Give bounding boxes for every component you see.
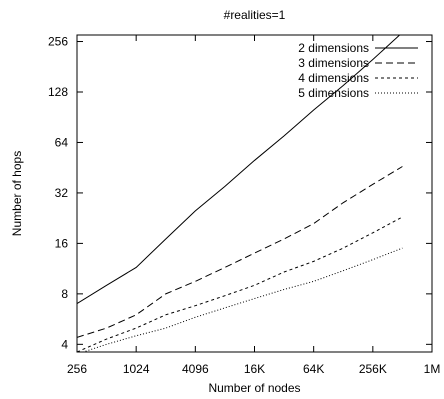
x-tick-label: 256 — [67, 362, 87, 376]
x-tick-label: 4096 — [182, 362, 209, 376]
series-line-4d — [77, 216, 403, 352]
x-tick-label: 64K — [303, 362, 324, 376]
x-tick-label: 1M — [424, 362, 441, 376]
x-tick-label: 1024 — [123, 362, 150, 376]
series-line-5d — [81, 247, 403, 352]
x-axis-title: Number of nodes — [208, 381, 300, 395]
legend-label: 2 dimensions — [298, 41, 369, 55]
y-tick-label: 4 — [61, 337, 68, 351]
series-layer — [77, 35, 403, 352]
series-line-2d — [77, 35, 401, 305]
legend-label: 3 dimensions — [298, 56, 369, 70]
axis-ticks: 256 1024 4096 16K 64K 256K 1M 4 8 16 32 64 128 256 — [48, 35, 440, 376]
y-tick-label: 16 — [55, 236, 69, 250]
plot-frame — [76, 34, 433, 353]
y-tick-label: 64 — [55, 135, 69, 149]
x-tick-label: 16K — [244, 362, 265, 376]
chart-title: #realities=1 — [224, 8, 286, 22]
y-tick-label: 32 — [55, 186, 69, 200]
series-line-3d — [77, 166, 403, 338]
y-tick-label: 256 — [48, 35, 68, 49]
y-tick-label: 128 — [48, 85, 68, 99]
y-tick-label: 8 — [61, 287, 68, 301]
legend-label: 5 dimensions — [298, 86, 369, 100]
x-tick-label: 256K — [359, 362, 387, 376]
legend-label: 4 dimensions — [298, 71, 369, 85]
y-axis-title: Number of hops — [10, 151, 24, 236]
